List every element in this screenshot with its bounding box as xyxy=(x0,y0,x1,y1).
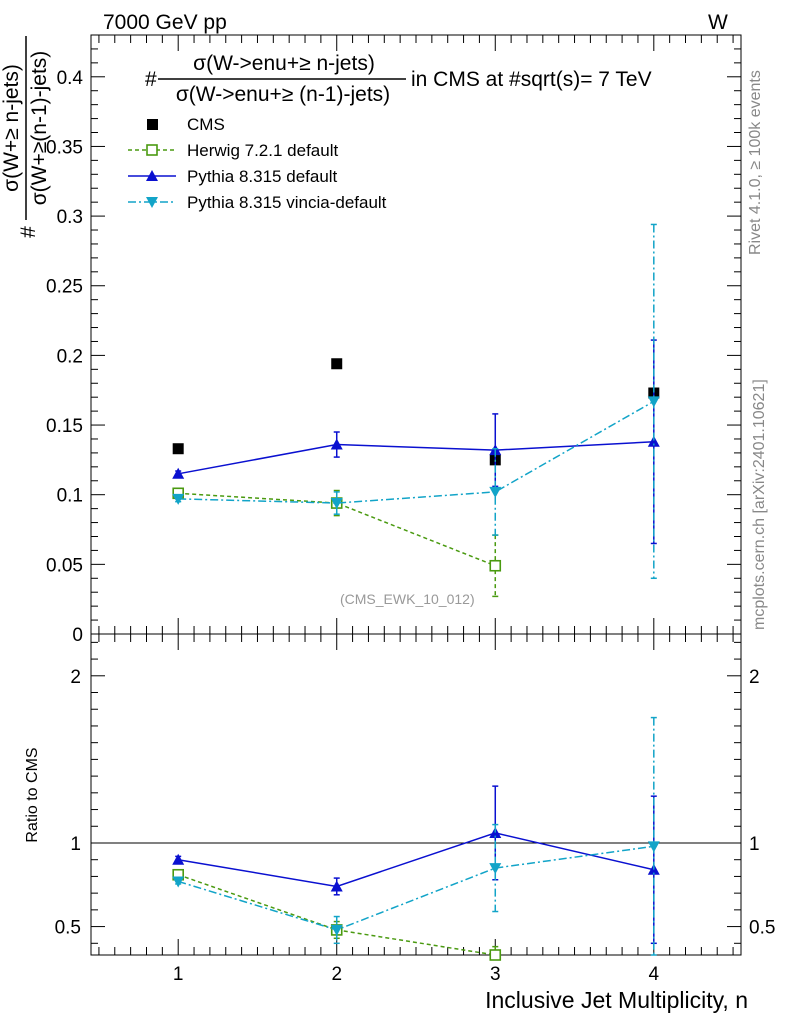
legend-label-vincia: Pythia 8.315 vincia-default xyxy=(187,193,387,212)
main-y-tick-label: 0.15 xyxy=(46,416,83,437)
main-point-vincia xyxy=(647,396,660,408)
main-y-tick-label: 0.1 xyxy=(57,486,83,507)
title-numerator: σ(W->enu+≥ n-jets) xyxy=(193,52,375,75)
title-suffix: in CMS at #sqrt(s)= 7 TeV xyxy=(411,68,652,91)
legend: CMS Herwig 7.2.1 default Pythia 8.315 de… xyxy=(128,115,387,212)
ratio-point-vincia xyxy=(647,841,660,853)
ratio-line-herwig xyxy=(177,874,496,956)
legend-item-vincia: Pythia 8.315 vincia-default xyxy=(128,193,387,212)
mcplots-source-label: mcplots.cern.ch [arXiv:2401.10621] xyxy=(751,379,768,630)
title-prefix: # xyxy=(145,68,157,91)
ratio-point-vincia xyxy=(330,924,343,936)
main-point-pythia xyxy=(647,435,660,447)
ylabel-numerator: σ(W+≥ n-jets) xyxy=(0,64,23,192)
main-point-vincia xyxy=(330,498,343,510)
x-ticks: 1 2 3 4 xyxy=(98,35,734,985)
x-tick-label: 1 xyxy=(173,964,184,985)
main-line-herwig xyxy=(178,492,496,567)
main-point-pythia xyxy=(172,467,185,479)
legend-marker-herwig xyxy=(146,144,158,156)
main-y-tick-label: 0.25 xyxy=(46,277,83,298)
main-point-herwig xyxy=(489,559,502,572)
ratio-y-tick-label-right: 1 xyxy=(749,834,760,855)
ratio-y-tick-label: 2 xyxy=(70,667,81,688)
header-right: W xyxy=(708,11,728,34)
ratio-y-tick-label-right: 2 xyxy=(749,667,760,688)
ratio-point-herwig xyxy=(489,949,502,961)
main-point-cms xyxy=(172,443,184,455)
rivet-version-label: Rivet 4.1.0, ≥ 100k events xyxy=(747,70,764,255)
legend-item-herwig: Herwig 7.2.1 default xyxy=(128,141,338,160)
ratio-y-tick-label-right: 0.5 xyxy=(749,918,775,939)
legend-item-cms: CMS xyxy=(147,115,225,134)
ratio-y-tick-label: 1 xyxy=(70,834,81,855)
ratio-point-pythia xyxy=(172,853,185,865)
ratio-point-pythia xyxy=(330,880,343,892)
ratio-ylabel: Ratio to CMS xyxy=(24,747,41,842)
plot-title: # σ(W->enu+≥ n-jets) σ(W->enu+≥ (n-1)-je… xyxy=(145,52,652,106)
ratio-series-layer xyxy=(172,716,660,961)
main-point-pythia xyxy=(330,438,343,450)
legend-label-cms: CMS xyxy=(187,115,225,134)
ratio-line-pythia xyxy=(178,832,654,888)
ylabel-denominator: σ(W+≥(n-1)-jets) xyxy=(28,51,51,206)
main-y-tick-label: 0.2 xyxy=(57,346,83,367)
main-y-tick-label: 0.4 xyxy=(57,68,84,89)
main-y-tick-label: 0.35 xyxy=(46,137,83,158)
main-ylabel: # σ(W+≥ n-jets) σ(W+≥(n-1)-jets) xyxy=(0,36,51,238)
legend-marker-vincia xyxy=(146,197,158,208)
ratio-point-vincia xyxy=(489,863,502,875)
header-left: 7000 GeV pp xyxy=(103,11,227,34)
ylabel-prefix: # xyxy=(17,226,40,238)
legend-label-herwig: Herwig 7.2.1 default xyxy=(187,141,338,160)
x-tick-label: 2 xyxy=(331,964,342,985)
x-axis-label: Inclusive Jet Multiplicity, n xyxy=(485,987,748,1013)
legend-marker-cms xyxy=(147,119,158,130)
main-line-pythia xyxy=(178,441,654,475)
x-tick-label: 4 xyxy=(649,964,660,985)
title-denominator: σ(W->enu+≥ (n-1)-jets) xyxy=(176,83,390,106)
legend-marker-pythia xyxy=(146,170,158,181)
main-y-tick-label: 0.05 xyxy=(46,555,83,576)
analysis-watermark: (CMS_EWK_10_012) xyxy=(340,591,475,607)
main-line-vincia xyxy=(178,400,655,504)
ratio-line-vincia xyxy=(177,845,654,931)
ratio-y-tick-label: 0.5 xyxy=(55,918,81,939)
legend-label-pythia: Pythia 8.315 default xyxy=(187,167,338,186)
ratio-point-vincia xyxy=(172,876,185,888)
main-point-vincia xyxy=(489,486,502,498)
main-point-cms xyxy=(331,358,343,370)
main-y-ticks: 0 0.05 0.1 0.15 0.2 0.25 0.3 0.35 0.4 xyxy=(46,34,741,646)
main-y-tick-label: 0.3 xyxy=(57,207,83,228)
ratio-panel-frame xyxy=(90,633,742,956)
main-y-tick-label: 0 xyxy=(72,625,83,646)
ratio-y-ticks: 0.5 0.5 1 1 2 2 xyxy=(55,641,775,944)
main-series-layer xyxy=(172,223,660,598)
legend-item-pythia: Pythia 8.315 default xyxy=(128,167,338,186)
x-tick-label: 3 xyxy=(490,964,501,985)
main-point-vincia xyxy=(172,493,185,505)
